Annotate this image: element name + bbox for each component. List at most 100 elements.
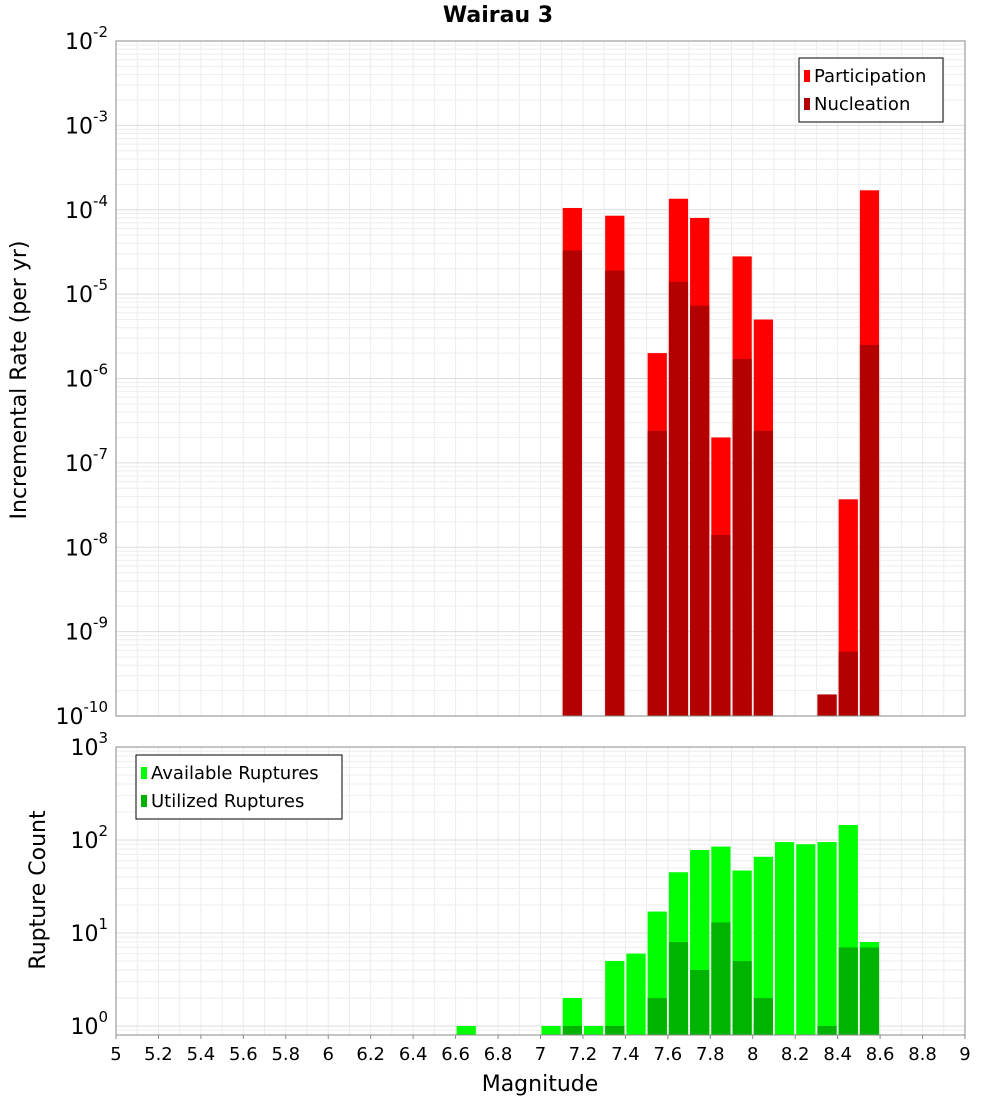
y-tick-label: 10-6 xyxy=(65,361,108,393)
y-tick-label: 102 xyxy=(70,822,108,854)
x-tick-label: 6 xyxy=(323,1044,334,1065)
top-y-axis-label: Incremental Rate (per yr) xyxy=(7,241,32,520)
participation-nucleation-plot: 10-1010-910-810-710-610-510-410-310-2Par… xyxy=(56,23,966,730)
bar xyxy=(711,922,731,1035)
y-tick-base: 10 xyxy=(56,705,84,730)
y-tick-label: 10-7 xyxy=(65,445,108,477)
bar xyxy=(562,250,582,717)
y-tick-base: 10 xyxy=(65,30,93,55)
bar xyxy=(774,842,795,1035)
x-tick-label: 5.6 xyxy=(229,1044,258,1065)
legend-swatch xyxy=(804,98,810,110)
y-tick-label: 10-2 xyxy=(65,23,108,55)
x-tick-label: 8.4 xyxy=(823,1044,852,1065)
bar xyxy=(541,1025,561,1035)
x-tick-label: 5 xyxy=(110,1044,121,1065)
y-tick-label: 10-9 xyxy=(65,614,108,646)
bar xyxy=(626,953,646,1035)
x-tick-label: 7.2 xyxy=(569,1044,598,1065)
legend-swatch xyxy=(141,767,147,779)
x-tick-label: 6.2 xyxy=(356,1044,385,1065)
y-tick-exponent: 2 xyxy=(98,822,108,840)
y-tick-label: 103 xyxy=(70,729,108,761)
x-tick-label: 7.6 xyxy=(654,1044,683,1065)
y-tick-exponent: -9 xyxy=(93,614,108,632)
bar xyxy=(647,997,667,1035)
x-tick-label: 6.6 xyxy=(441,1044,470,1065)
y-tick-exponent: 3 xyxy=(98,729,108,747)
bar xyxy=(690,969,710,1035)
bottom-x-tick-labels: 5 5.2 5.4 5.6 5.8 6 6.2 6.4 6.6 6.8 7 7.2 7.4 7.6 7.8 8… xyxy=(110,1035,971,1065)
x-tick-label: 8.2 xyxy=(781,1044,810,1065)
y-tick-exponent: -10 xyxy=(84,698,109,716)
x-tick-label: 5.2 xyxy=(144,1044,173,1065)
y-tick-exponent: -8 xyxy=(93,529,108,547)
x-tick-label: 8.6 xyxy=(866,1044,895,1065)
bottom-series-utilized-ruptures xyxy=(562,922,880,1035)
y-tick-base: 10 xyxy=(65,199,93,224)
legend-label: Available Ruptures xyxy=(151,763,319,784)
bar xyxy=(859,947,880,1035)
x-tick-label: 8 xyxy=(747,1044,758,1065)
y-tick-label: 101 xyxy=(70,915,108,947)
y-tick-exponent: -4 xyxy=(93,192,108,210)
y-tick-base: 10 xyxy=(70,922,98,947)
legend-swatch xyxy=(141,795,147,807)
y-tick-base: 10 xyxy=(65,114,93,139)
y-tick-label: 10-8 xyxy=(65,529,108,561)
bar xyxy=(838,947,858,1035)
x-axis-label: Magnitude xyxy=(482,1072,599,1097)
chart-title: Wairau 3 xyxy=(443,3,553,28)
x-tick-label: 5.4 xyxy=(187,1044,216,1065)
x-tick-label: 8.8 xyxy=(908,1044,937,1065)
bar xyxy=(859,344,880,716)
x-tick-label: 6.4 xyxy=(399,1044,428,1065)
x-tick-label: 6.8 xyxy=(484,1044,513,1065)
bar xyxy=(668,942,689,1035)
bar xyxy=(605,1025,625,1035)
bar xyxy=(838,651,858,716)
y-tick-base: 10 xyxy=(65,621,93,646)
bar xyxy=(817,694,837,716)
bar xyxy=(562,1025,582,1035)
bar xyxy=(668,281,689,716)
bar xyxy=(456,1025,476,1035)
bar xyxy=(711,534,731,716)
bar xyxy=(732,960,752,1035)
y-tick-exponent: -6 xyxy=(93,361,108,379)
bar xyxy=(753,997,773,1035)
y-tick-exponent: -3 xyxy=(93,107,108,125)
bar xyxy=(753,430,773,716)
y-tick-label: 10-4 xyxy=(65,192,108,224)
bar xyxy=(732,359,752,716)
y-tick-label: 100 xyxy=(70,1008,108,1040)
y-tick-exponent: 1 xyxy=(98,915,108,933)
top-legend: Participation Nucleation xyxy=(798,57,944,123)
bar xyxy=(690,305,710,716)
bar xyxy=(605,270,625,716)
x-tick-label: 9 xyxy=(959,1044,970,1065)
x-tick-label: 7.4 xyxy=(611,1044,640,1065)
y-tick-label: 10-5 xyxy=(65,276,108,308)
bottom-legend-box xyxy=(135,754,343,820)
y-tick-base: 10 xyxy=(65,452,93,477)
bottom-y-axis-label: Rupture Count xyxy=(26,810,51,970)
bar xyxy=(817,1025,837,1035)
y-tick-label: 10-3 xyxy=(65,107,108,139)
y-tick-exponent: -7 xyxy=(93,445,108,463)
top-legend-box xyxy=(798,57,944,123)
bottom-legend: Available Ruptures Utilized Ruptures xyxy=(135,754,343,820)
bar xyxy=(817,842,837,1035)
top-gridlines xyxy=(115,41,966,717)
y-tick-exponent: -5 xyxy=(93,276,108,294)
y-tick-base: 10 xyxy=(70,736,98,761)
x-tick-label: 7 xyxy=(535,1044,546,1065)
x-tick-label: 5.8 xyxy=(271,1044,300,1065)
y-tick-base: 10 xyxy=(65,368,93,393)
top-plot-frame xyxy=(115,40,966,717)
y-tick-exponent: -2 xyxy=(93,23,108,41)
